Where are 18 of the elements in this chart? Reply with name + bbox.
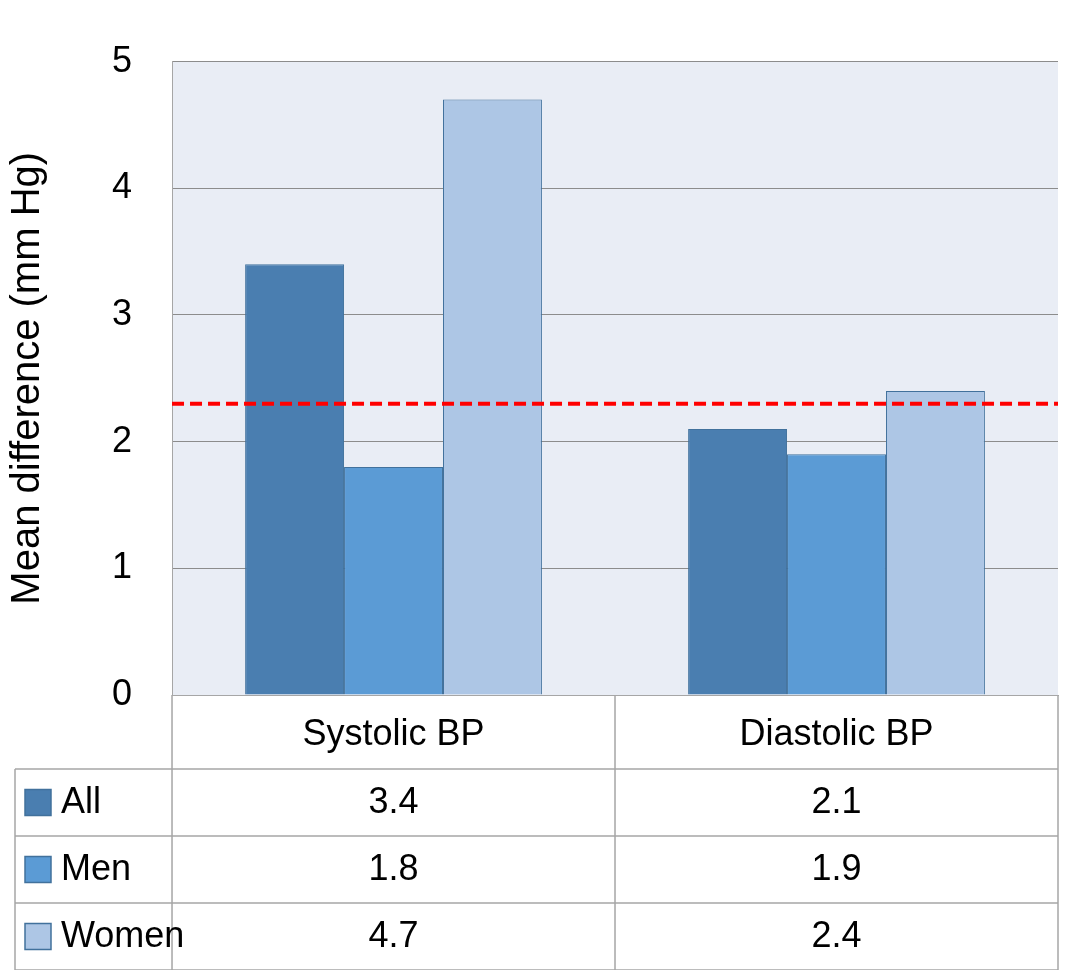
y-tick-label: 5 (111, 38, 133, 80)
y-axis-title: Mean difference (mm Hg) (3, 151, 48, 605)
data-label: 4.7 (368, 914, 419, 956)
y-tick-label: 4 (111, 165, 133, 207)
data-label: 2.1 (811, 780, 862, 822)
y-tick-label: 2 (111, 418, 133, 460)
data-label: 1.8 (368, 847, 419, 889)
x-tick-label: Diastolic BP (739, 711, 934, 753)
legend-label: Men (61, 847, 132, 889)
y-tick-label: 1 (111, 545, 133, 587)
y-tick-label: 3 (111, 291, 133, 333)
legend-label: Women (61, 914, 185, 956)
data-label: 1.9 (811, 847, 862, 889)
y-tick-label: 0 (111, 671, 133, 713)
legend-label: All (61, 780, 102, 822)
data-label: 2.4 (811, 914, 862, 956)
data-label: 3.4 (368, 780, 419, 822)
x-tick-label: Systolic BP (302, 711, 485, 753)
